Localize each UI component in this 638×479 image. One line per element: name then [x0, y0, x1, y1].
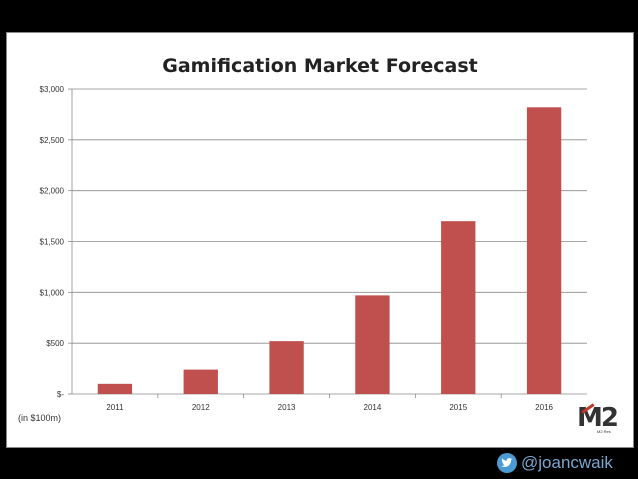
- y-tick-label: $1,000: [40, 288, 65, 297]
- y-tick-label: $500: [46, 339, 64, 348]
- bar-2013: [269, 341, 304, 394]
- bar-2016: [526, 107, 562, 395]
- unit-note: (in $100m): [18, 413, 62, 423]
- x-tick-label: 2015: [449, 403, 467, 412]
- slide: Gamification Market Forecast $- $500 $1,00…: [6, 32, 634, 448]
- twitter-bird-icon: [497, 453, 517, 473]
- y-tick-label: $3,000: [40, 85, 65, 94]
- x-tick-label: 2014: [364, 403, 382, 412]
- bar-2015: [441, 221, 476, 394]
- x-tick-label: 2011: [106, 403, 124, 412]
- bar-chart: $- $500 $1,000 $1,500 $2,000 $2,500 $3,000 2011…: [40, 85, 587, 412]
- twitter-handle: @joancwaik: [521, 453, 613, 472]
- x-tick-label: 2013: [278, 403, 296, 412]
- y-tick-label: $2,500: [40, 136, 65, 145]
- x-tick-label: 2016: [535, 403, 553, 412]
- y-tick-label: $1,500: [40, 238, 65, 247]
- watermark: @joancwaik: [497, 451, 613, 475]
- y-tick-label: $2,000: [40, 187, 65, 196]
- y-tick-label: $-: [57, 390, 64, 399]
- x-tick-label: 2012: [192, 403, 210, 412]
- logo-subtext: M2 Res: [597, 429, 611, 434]
- m2-logo: M2 M2 Res: [575, 403, 619, 437]
- bar-2014: [355, 295, 390, 394]
- chart-title: Gamification Market Forecast: [162, 55, 478, 77]
- bar-2011: [97, 383, 133, 394]
- bar-2012: [183, 369, 218, 394]
